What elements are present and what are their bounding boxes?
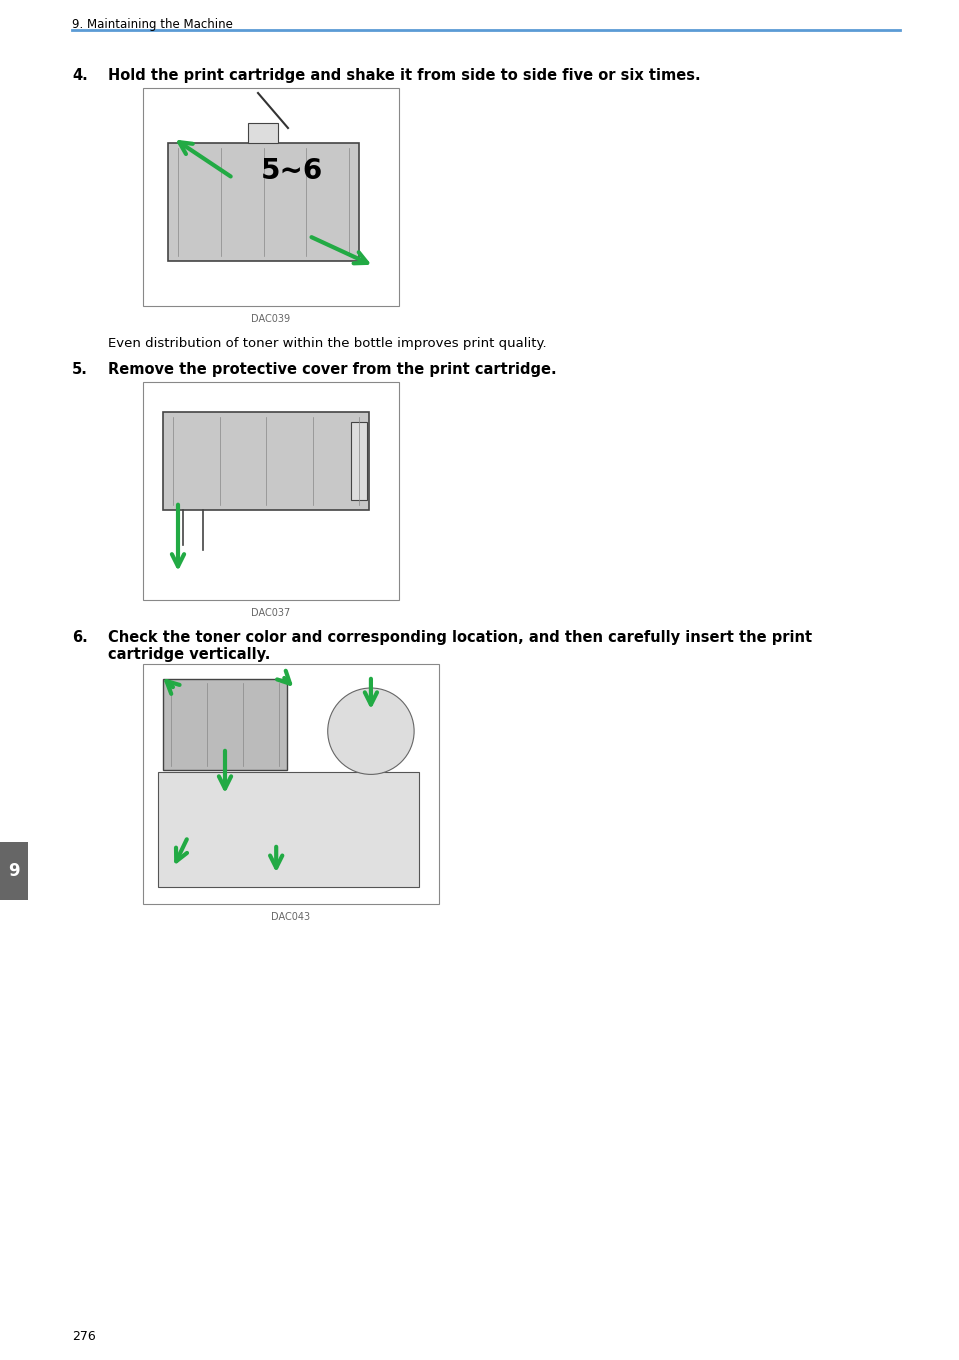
Bar	[143, 382, 399, 600]
Bar	[143, 88, 399, 306]
Bar	[351, 422, 367, 500]
Text: Hold the print cartridge and shake it from side to side five or six times.: Hold the print cartridge and shake it fr…	[108, 68, 701, 83]
Circle shape	[328, 688, 414, 774]
Bar	[158, 772, 419, 887]
Text: Check the toner color and corresponding location, and then carefully insert the : Check the toner color and corresponding …	[108, 630, 812, 662]
Bar	[0, 842, 28, 900]
Bar	[248, 122, 278, 143]
Text: 9. Maintaining the Machine: 9. Maintaining the Machine	[72, 18, 233, 31]
Text: Even distribution of toner within the bottle improves print quality.: Even distribution of toner within the bo…	[108, 337, 547, 350]
Text: DAC037: DAC037	[251, 608, 291, 617]
Text: DAC039: DAC039	[251, 314, 291, 324]
Text: 9: 9	[9, 862, 20, 880]
Text: DAC043: DAC043	[271, 913, 311, 922]
Bar	[168, 143, 359, 261]
Text: 276: 276	[72, 1330, 96, 1344]
Text: 6.: 6.	[72, 630, 88, 645]
Text: Remove the protective cover from the print cartridge.: Remove the protective cover from the pri…	[108, 362, 556, 377]
Bar	[163, 412, 369, 510]
Text: 5~6: 5~6	[260, 156, 322, 185]
Text: 5.: 5.	[72, 362, 88, 377]
Text: 4.: 4.	[72, 68, 88, 83]
Bar	[143, 664, 439, 904]
Bar	[163, 679, 288, 770]
